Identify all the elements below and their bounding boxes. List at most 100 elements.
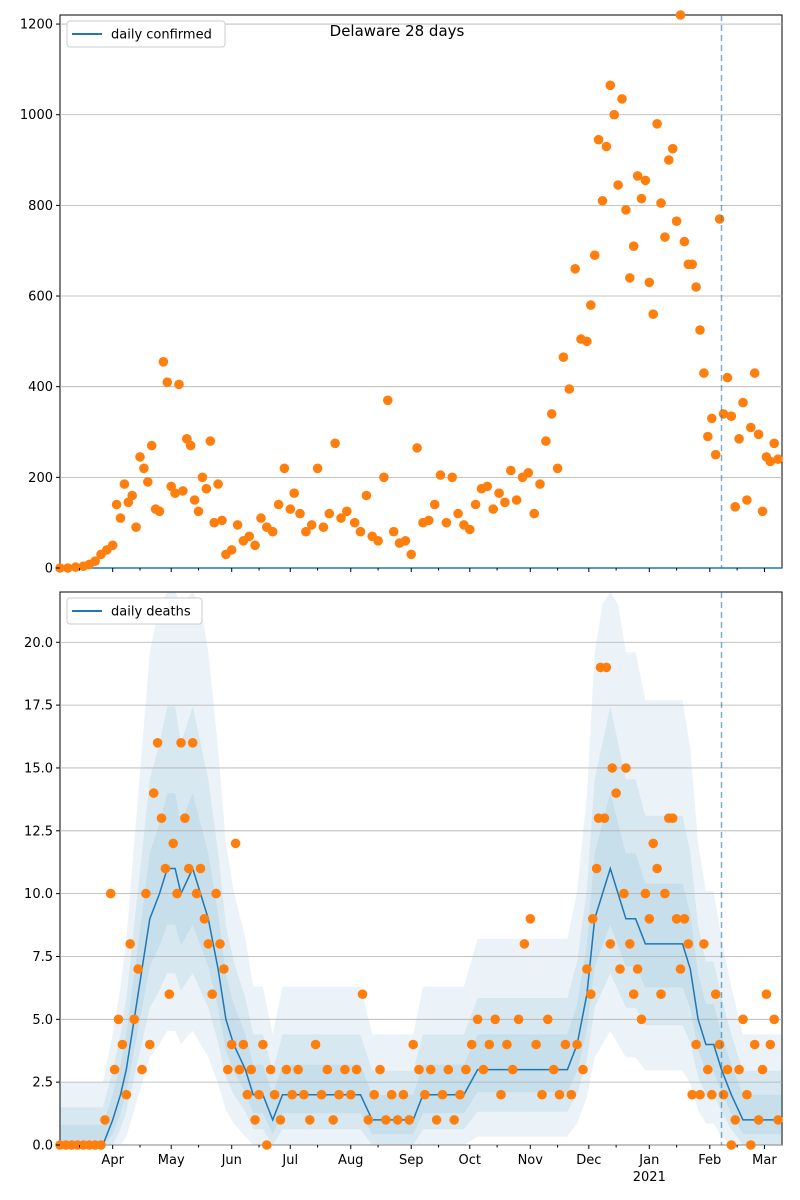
data-point	[133, 964, 143, 974]
data-point	[613, 180, 623, 190]
data-point	[193, 506, 204, 517]
data-point	[275, 1115, 286, 1125]
data-point	[605, 80, 616, 91]
data-point	[63, 563, 73, 573]
data-point	[269, 1089, 280, 1100]
data-point	[546, 409, 557, 419]
uncertainty-band	[60, 592, 782, 1145]
data-point	[541, 436, 551, 446]
data-point	[691, 282, 701, 292]
data-point	[158, 357, 169, 367]
data-point	[746, 422, 756, 433]
data-point	[289, 488, 300, 499]
data-point	[675, 964, 686, 974]
legend-top: daily confirmed	[66, 20, 226, 48]
x-tick-label: Sep	[399, 1153, 424, 1168]
data-point	[254, 1089, 264, 1100]
x-tick-label: Mar	[752, 1153, 777, 1168]
data-point	[707, 413, 717, 424]
data-point	[211, 888, 221, 899]
data-point	[656, 989, 666, 999]
data-point	[591, 863, 602, 874]
data-point	[373, 536, 383, 546]
data-point	[734, 434, 744, 444]
data-point	[644, 277, 655, 288]
data-point	[293, 1064, 303, 1075]
data-point	[441, 517, 452, 528]
data-point	[621, 763, 631, 773]
data-point	[201, 483, 212, 494]
data-point	[753, 1115, 764, 1125]
panel-daily-confirmed: 0 200 400 600 800 1000 1200 Delaware 28 days d…	[20, 10, 783, 577]
data-point	[156, 813, 167, 823]
data-point	[250, 1115, 260, 1125]
data-point	[500, 497, 510, 508]
data-point	[316, 1089, 327, 1100]
data-point	[722, 372, 733, 383]
data-point	[761, 989, 772, 999]
data-point	[722, 1064, 733, 1075]
data-point	[96, 1140, 106, 1150]
data-point	[146, 440, 157, 451]
data-point	[611, 788, 621, 798]
data-point	[424, 515, 434, 526]
data-point	[226, 545, 237, 555]
data-point	[324, 508, 335, 519]
data-point	[90, 556, 100, 566]
x-tick-label: Jan	[638, 1153, 659, 1168]
data-point	[281, 1064, 292, 1075]
data-point	[726, 1140, 737, 1150]
legend-box-bottom	[66, 597, 203, 625]
data-point	[644, 914, 655, 924]
y-tick-label: 0	[45, 562, 53, 577]
data-point	[589, 250, 600, 260]
data-point	[139, 463, 149, 474]
data-point	[601, 141, 612, 152]
data-point	[357, 989, 368, 999]
data-point	[70, 562, 81, 572]
data-point	[162, 377, 173, 388]
data-point	[699, 939, 709, 949]
model-line	[60, 865, 782, 1146]
data-point	[404, 1115, 415, 1125]
data-point	[295, 508, 305, 519]
data-point	[675, 10, 686, 20]
data-point	[121, 1089, 132, 1100]
data-point	[238, 1039, 249, 1050]
data-point	[232, 520, 243, 530]
data-point	[494, 488, 504, 499]
x-tick-label: Jun	[221, 1153, 242, 1168]
data-point	[730, 502, 740, 512]
x-ticks-top	[79, 568, 765, 572]
data-point	[703, 431, 713, 442]
data-point	[244, 531, 255, 542]
y-tick-label: 400	[28, 380, 53, 395]
data-point	[363, 1115, 374, 1125]
data-point	[336, 513, 346, 523]
data-point	[519, 939, 530, 949]
data-point	[287, 1089, 298, 1100]
data-point	[710, 989, 721, 999]
y-tick-label: 1000	[20, 108, 53, 123]
data-point	[679, 236, 690, 247]
data-point	[548, 1064, 559, 1075]
data-point	[478, 1064, 489, 1075]
data-point	[109, 1064, 120, 1075]
data-point	[718, 1089, 729, 1100]
data-point	[256, 513, 266, 523]
data-point	[187, 738, 198, 748]
data-point	[465, 524, 475, 535]
data-point	[100, 1115, 110, 1125]
legend-label-top: daily confirmed	[111, 28, 212, 43]
data-point	[691, 1039, 701, 1050]
data-point	[113, 1014, 124, 1025]
data-point	[757, 1064, 768, 1075]
data-point	[765, 456, 776, 467]
data-point	[172, 888, 182, 899]
data-point	[773, 1115, 783, 1125]
data-point	[667, 143, 678, 154]
data-point	[322, 1064, 333, 1075]
data-point	[461, 1064, 471, 1075]
data-point	[667, 813, 678, 823]
x-tick-label: Nov	[518, 1153, 544, 1168]
